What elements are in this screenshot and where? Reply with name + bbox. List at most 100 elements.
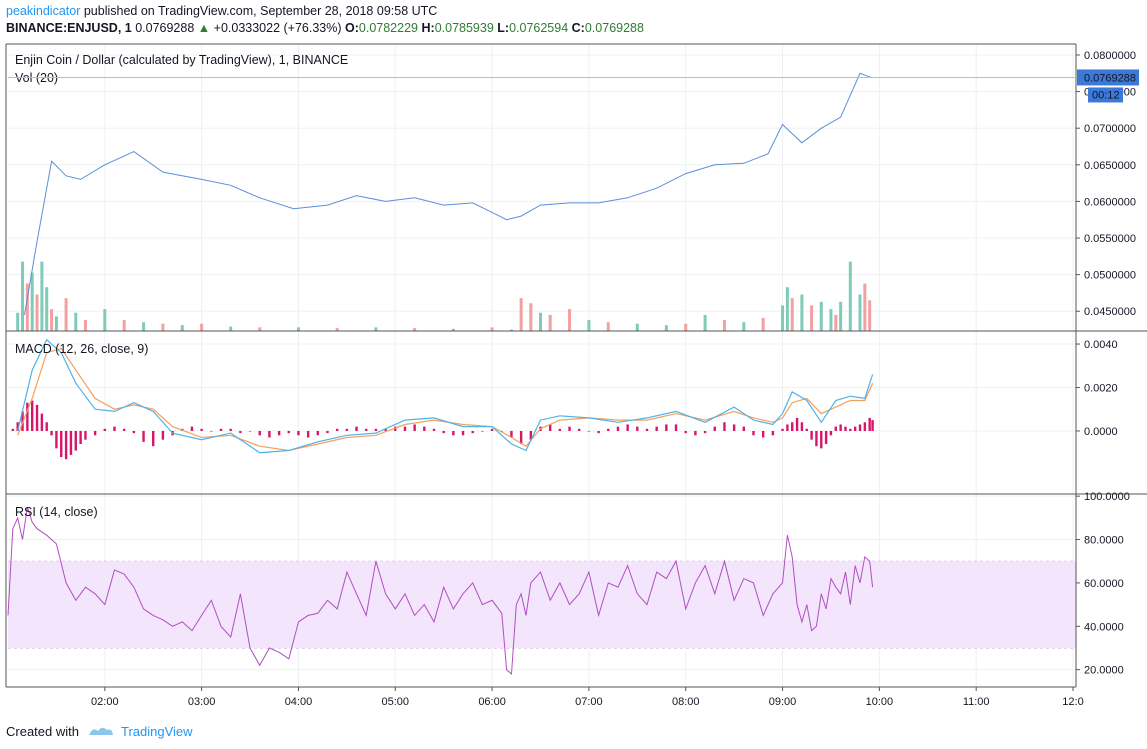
volume-bar [103,309,107,331]
time-tick-label: 10:00 [866,696,894,708]
histogram-bar [849,428,852,431]
rsi-tick-label: 100.0000 [1084,491,1130,503]
price-tick-label: 0.0600000 [1084,196,1136,208]
histogram-bar [297,430,300,436]
volume-indicator-label: Vol (20) [15,71,58,85]
histogram-bar [853,426,857,431]
histogram-bar [64,430,68,460]
histogram-bar [752,430,755,436]
last-price: 0.0769288 [135,21,195,35]
histogram-bar [805,428,808,431]
volume-bar [200,323,204,331]
last-price-tag-text: 0.0769288 [1084,72,1136,84]
volume-bars [16,261,872,331]
volume-bar [761,317,765,331]
histogram-bar [79,430,82,445]
time-tick-label: 06:00 [478,696,506,708]
time-tick-label: 11:00 [963,696,990,708]
histogram-bar [161,430,165,440]
histogram-bar [786,424,789,431]
volume-bar [335,328,339,331]
high-value: 0.0785939 [434,21,494,35]
histogram-bar [74,430,77,451]
histogram-bar [771,430,775,436]
footer: Created with TradingView [6,723,193,739]
volume-bar [829,309,833,331]
volume-bar [413,328,417,331]
price-tick-label: 0.0650000 [1084,160,1136,172]
open-label: O: [345,21,359,35]
histogram-bar [834,426,837,431]
histogram-bar [355,426,358,431]
volume-bar [781,305,785,331]
volume-bar [296,327,300,331]
histogram-bar [645,428,649,431]
histogram-bar [636,426,639,431]
histogram-bar [616,426,620,431]
volume-bar [519,298,523,331]
histogram-bar [703,430,707,434]
macd-tick-label: 0.0020 [1084,383,1118,395]
volume-bar [258,327,262,331]
open-value: 0.0782229 [358,21,418,35]
histogram-bar [500,430,503,432]
histogram-bar [820,430,823,449]
histogram-bar [684,430,687,434]
time-tick-label: 08:00 [672,696,700,708]
time-axis[interactable]: 02:00 03:00 04:00 05:00 06:00 07:00 08:00 09:00… [91,687,1084,708]
histogram-bar [839,424,842,431]
volume-bar [40,261,44,331]
rsi-band [8,561,1076,648]
price-axis[interactable]: 0.08000000.07500000.07000000.06500000.06… [1076,50,1136,677]
volume-bar [509,329,513,331]
histogram-bar [132,430,136,434]
published-text: published on TradingView.com, September … [83,4,438,18]
volume-bar [548,314,552,331]
volume-bar [848,261,852,331]
histogram-bar [248,430,252,432]
histogram-bar [844,426,847,431]
histogram-bar [258,430,261,436]
time-tick-label: 12:0 [1062,696,1083,708]
histogram-bar [316,430,320,436]
histogram-bar [674,424,678,431]
countdown-tag [1088,87,1123,103]
volume-bar [35,294,39,331]
histogram-bar [829,430,833,436]
author-link[interactable]: peakindicator [6,4,81,18]
histogram-bar [21,411,24,431]
volume-bar [490,327,494,331]
histogram-bar [326,430,329,434]
histogram-bar [45,422,48,431]
volume-bar [161,323,165,331]
volume-bar [180,325,184,331]
time-tick-label: 04:00 [285,696,313,708]
volume-bar [606,322,610,331]
histogram-bar [335,428,339,431]
histogram-bar [413,424,416,431]
volume-bar [810,305,814,331]
histogram-bar [510,430,513,438]
histogram-bar [442,430,445,434]
volume-bar [122,320,126,331]
volume-bar [819,301,823,331]
histogram-bar [791,422,794,431]
histogram-bar [800,422,804,431]
histogram-bar [103,428,107,431]
macd-line [17,338,874,454]
rsi-tick-label: 80.0000 [1084,535,1124,547]
volume-bar [868,300,872,331]
histogram-bar [863,422,867,431]
histogram-bar [190,426,194,431]
histogram-bar [26,402,29,431]
histogram-bar [858,424,862,431]
volume-bar [834,314,838,331]
histogram-bar [384,428,387,431]
histogram-bar [268,430,271,438]
low-value: 0.0762594 [509,21,569,35]
tradingview-brand-link[interactable]: TradingView [120,723,193,739]
price-tick-label: 0.0450000 [1084,306,1136,318]
volume-bar [21,261,25,331]
volume-bar [374,327,378,331]
